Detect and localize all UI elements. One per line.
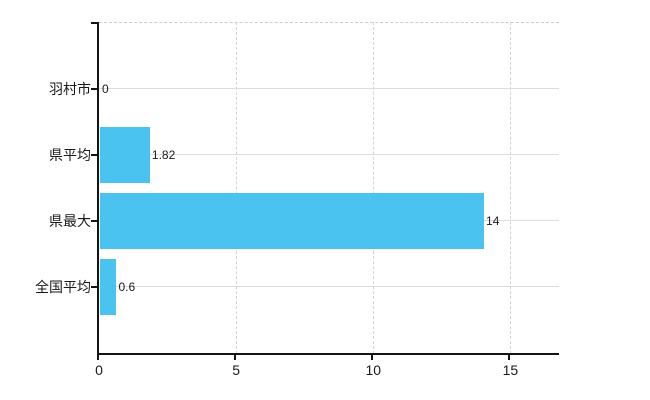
y-tick-mark bbox=[91, 22, 97, 24]
y-tick-mark bbox=[91, 154, 97, 156]
y-axis-line bbox=[97, 22, 99, 354]
y-tick-mark bbox=[91, 286, 97, 288]
x-tick-mark bbox=[508, 355, 511, 360]
category-label: 全国平均 bbox=[35, 279, 91, 295]
bar-value-label: 1.82 bbox=[151, 148, 176, 162]
category-label: 羽村市 bbox=[49, 81, 91, 97]
bar bbox=[100, 127, 150, 183]
bar bbox=[100, 259, 117, 315]
y-tick-mark bbox=[91, 220, 97, 222]
bar-value-label: 0 bbox=[102, 82, 109, 96]
x-axis-line bbox=[97, 353, 559, 355]
bar-value-label: 14 bbox=[486, 214, 500, 228]
v-gridline bbox=[373, 22, 375, 354]
x-tick-mark bbox=[97, 355, 99, 360]
x-tick-mark bbox=[234, 355, 237, 360]
v-gridline bbox=[236, 22, 238, 354]
bar bbox=[100, 193, 485, 249]
v-gridline bbox=[510, 22, 512, 354]
x-tick-label: 15 bbox=[502, 362, 519, 378]
y-tick-mark bbox=[91, 88, 97, 90]
category-label: 県最大 bbox=[49, 213, 91, 229]
h-gridline bbox=[99, 286, 559, 287]
x-tick-label: 10 bbox=[365, 362, 382, 378]
x-tick-label: 0 bbox=[95, 362, 103, 378]
h-gridline bbox=[99, 154, 559, 155]
plot-top-border bbox=[99, 22, 559, 23]
bar-value-label: 0.6 bbox=[118, 280, 136, 294]
x-tick-mark bbox=[371, 355, 374, 360]
h-gridline bbox=[99, 88, 559, 89]
category-label: 県平均 bbox=[49, 147, 91, 163]
x-tick-label: 5 bbox=[232, 362, 241, 378]
